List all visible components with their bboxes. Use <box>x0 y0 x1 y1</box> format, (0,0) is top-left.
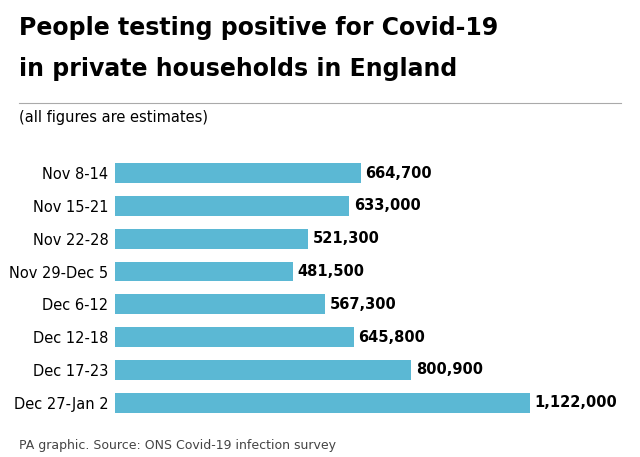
Text: in private households in England: in private households in England <box>19 57 458 81</box>
Text: 664,700: 664,700 <box>365 165 432 181</box>
Bar <box>115 294 325 314</box>
Bar <box>115 163 361 183</box>
Text: (all figures are estimates): (all figures are estimates) <box>19 110 208 125</box>
Text: 633,000: 633,000 <box>354 198 420 213</box>
Bar <box>115 196 349 216</box>
Text: 567,300: 567,300 <box>330 297 396 312</box>
Bar <box>115 262 293 282</box>
Text: 1,122,000: 1,122,000 <box>534 395 617 410</box>
Text: PA graphic. Source: ONS Covid-19 infection survey: PA graphic. Source: ONS Covid-19 infecti… <box>19 439 336 452</box>
Text: 800,900: 800,900 <box>416 362 483 377</box>
Bar <box>115 393 530 413</box>
Text: 645,800: 645,800 <box>358 329 426 345</box>
Text: 481,500: 481,500 <box>298 264 365 279</box>
Bar <box>115 327 354 347</box>
Bar <box>115 360 412 380</box>
Text: People testing positive for Covid-19: People testing positive for Covid-19 <box>19 16 499 40</box>
Text: 521,300: 521,300 <box>312 231 380 246</box>
Bar <box>115 229 308 249</box>
